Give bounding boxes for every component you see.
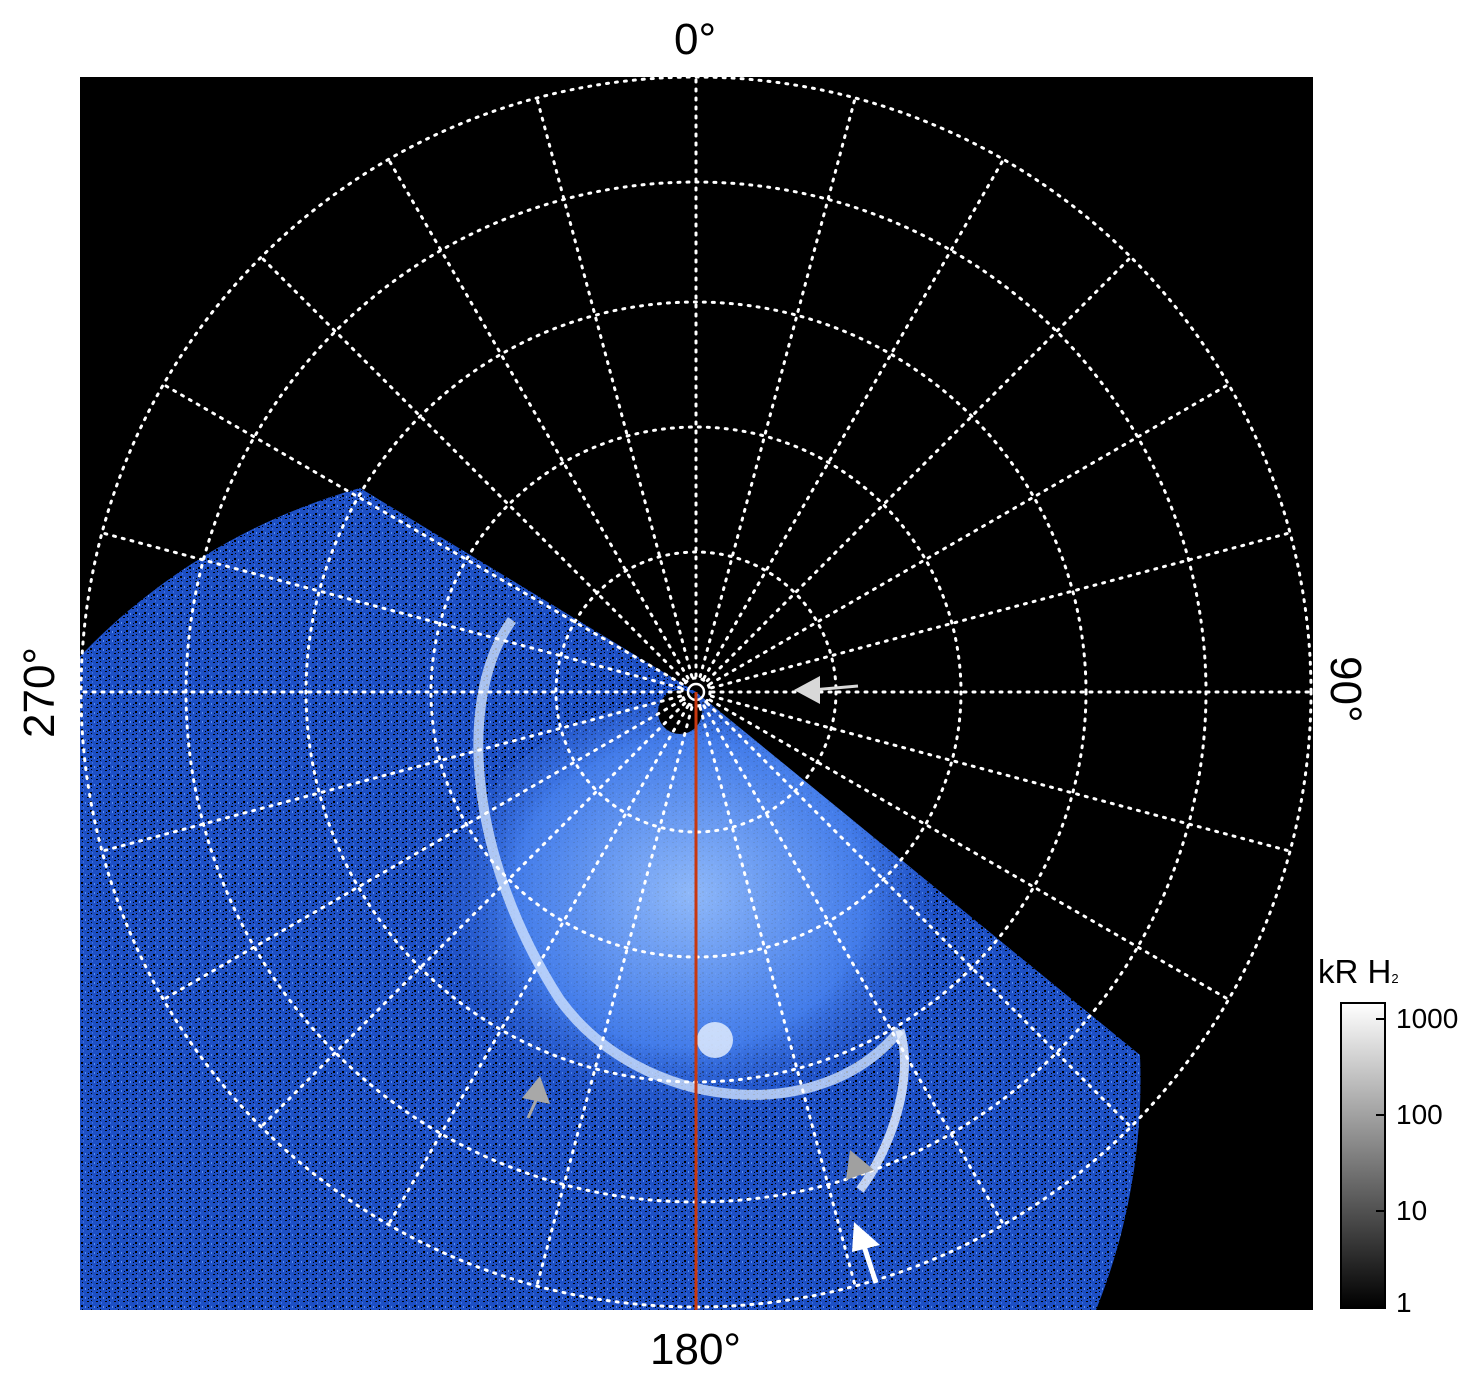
- arrow-near-pole: [794, 676, 859, 704]
- colorbar-title: kR H2: [1318, 955, 1399, 988]
- colorbar: [1340, 1002, 1386, 1309]
- longitude-line: [535, 705, 694, 1288]
- longitude-line: [100, 694, 683, 853]
- arrow-bottom: [852, 1222, 880, 1284]
- auroral-oval-glow: [445, 700, 935, 1130]
- azimuth-label-90: 90°: [1321, 656, 1370, 723]
- longitude-line: [387, 157, 690, 680]
- longitude-line: [705, 701, 1133, 1129]
- longitude-line: [708, 698, 1231, 1001]
- longitude-line: [708, 383, 1231, 686]
- colorbar-tick-label: 10: [1396, 1195, 1428, 1226]
- longitude-line: [161, 383, 684, 686]
- azimuth-label-0: 0°: [674, 15, 717, 64]
- colorbar-tick-label: 1: [1396, 1287, 1412, 1318]
- longitude-line: [259, 255, 687, 683]
- longitude-line: [100, 531, 683, 690]
- longitude-line: [698, 96, 857, 679]
- longitude-line: [709, 694, 1292, 853]
- longitude-line: [702, 157, 1005, 680]
- longitude-line: [698, 705, 857, 1288]
- pole-cap: [658, 690, 702, 734]
- azimuth-label-270: 270°: [15, 646, 64, 738]
- longitude-line: [535, 96, 694, 679]
- longitude-line: [705, 255, 1133, 683]
- longitude-line: [709, 531, 1292, 690]
- colorbar-tick-label: 1000: [1396, 1003, 1459, 1034]
- colorbar-title-subscript: 2: [1391, 971, 1399, 986]
- colorbar-ticks: [1376, 1018, 1385, 1308]
- colorbar-title-main: kR H: [1318, 953, 1392, 990]
- longitude-line: [161, 698, 684, 1001]
- arrow-right-oval: [846, 1150, 874, 1180]
- longitude-line: [259, 701, 687, 1129]
- longitude-line: [387, 704, 690, 1227]
- longitude-line: [702, 704, 1005, 1227]
- azimuth-label-180: 180°: [650, 1325, 742, 1374]
- arrow-left-oval: [522, 1076, 550, 1119]
- bright-spot: [697, 1022, 733, 1058]
- colorbar-tick-label: 100: [1396, 1099, 1443, 1130]
